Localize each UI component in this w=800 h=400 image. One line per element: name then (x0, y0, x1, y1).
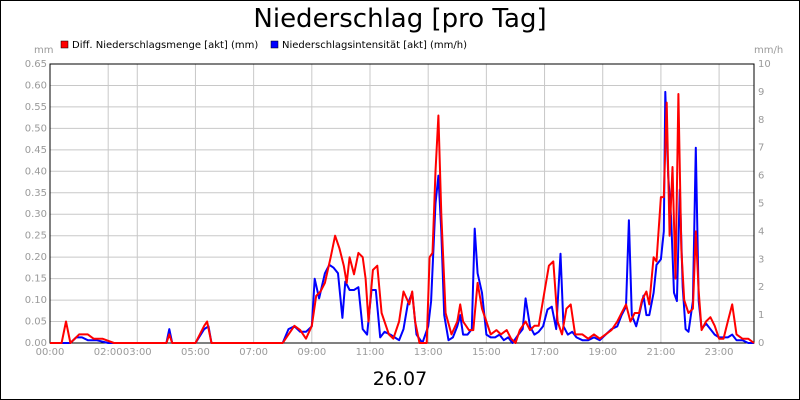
legend-swatch (270, 40, 279, 49)
y-left-tick-label: 0.25 (25, 231, 47, 242)
x-tick-label: 07:00 (239, 347, 268, 358)
y-left-tick-label: 0.10 (25, 295, 47, 306)
x-tick-label: 23:00 (705, 347, 734, 358)
legend-label: Niederschlagsintensität [akt] (mm/h) (282, 40, 467, 51)
x-tick-label: 03:00 (123, 347, 152, 358)
y-right-tick-label: 8 (758, 115, 764, 126)
x-axis-date-label: 26.07 (372, 368, 428, 390)
x-tick-label: 13:00 (414, 347, 443, 358)
y-left-tick-label: 0.65 (25, 59, 47, 70)
y-left-unit: mm (34, 45, 53, 56)
y-right-tick-label: 2 (758, 282, 764, 293)
y-right-tick-label: 6 (758, 171, 764, 182)
series-line-niederschlagsmenge (50, 93, 755, 344)
y-left-tick-label: 0.05 (25, 317, 47, 328)
y-left-tick-label: 0.35 (25, 188, 47, 199)
y-left-tick-label: 0.50 (25, 123, 47, 134)
y-left-tick-label: 0.20 (25, 252, 47, 263)
plot-border (49, 63, 755, 344)
legend-label: Diff. Niederschlagsmenge [akt] (mm) (72, 40, 258, 51)
x-tick-label: 00:00 (36, 347, 65, 358)
x-tick-label: 02:00 (94, 347, 123, 358)
x-tick-label: 15:00 (472, 347, 501, 358)
y-left-tick-label: 0.60 (25, 80, 47, 91)
y-right-tick-label: 0 (758, 338, 764, 349)
y-right-tick-label: 3 (758, 254, 764, 265)
y-right-tick-label: 1 (758, 310, 764, 321)
y-right-tick-label: 4 (758, 226, 764, 237)
y-left-tick-label: 0.30 (25, 209, 47, 220)
x-tick-label: 05:00 (181, 347, 210, 358)
y-right-tick-label: 10 (758, 59, 771, 70)
legend-swatch (60, 40, 69, 49)
y-left-tick-label: 0.15 (25, 274, 47, 285)
y-right-tick-label: 5 (758, 199, 764, 210)
y-left-tick-label: 0.45 (25, 145, 47, 156)
y-right-unit: mm/h (754, 45, 783, 56)
x-tick-label: 11:00 (356, 347, 385, 358)
x-tick-label: 09:00 (297, 347, 326, 358)
y-left-tick-label: 0.40 (25, 166, 47, 177)
x-tick-label: 21:00 (646, 347, 675, 358)
x-tick-label: 17:00 (530, 347, 559, 358)
y-left-tick-label: 0.55 (25, 102, 47, 113)
x-tick-label: 19:00 (588, 347, 617, 358)
chart-title: Niederschlag [pro Tag] (253, 4, 547, 34)
y-left-tick-label: 0.00 (25, 338, 47, 349)
y-right-tick-label: 7 (758, 143, 764, 154)
y-right-tick-label: 9 (758, 87, 764, 98)
